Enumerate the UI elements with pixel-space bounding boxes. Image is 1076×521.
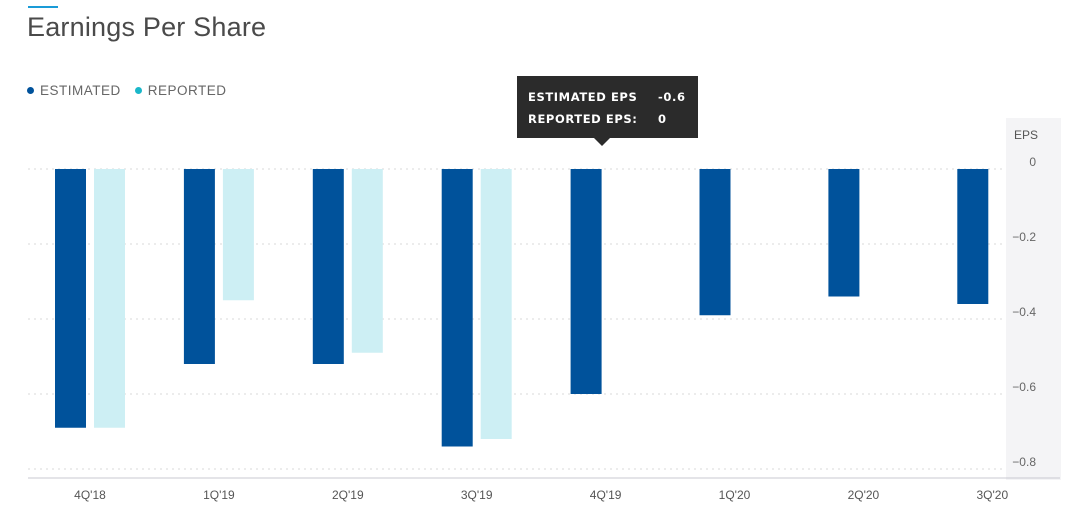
y-tick-label: −0.2 — [1012, 230, 1036, 244]
tooltip-estimated-value: -0.6 — [658, 90, 686, 104]
bar-estimated — [55, 169, 86, 428]
bar-estimated — [441, 169, 473, 447]
bar-reported — [94, 169, 125, 428]
legend: ESTIMATED REPORTED — [27, 83, 227, 98]
x-tick-label: 1Q'20 — [719, 488, 751, 502]
x-tick-label: 3Q'19 — [461, 488, 493, 502]
bar-estimated — [957, 169, 989, 304]
bar-reported — [351, 169, 383, 353]
bar-estimated — [570, 169, 602, 394]
tooltip-reported-label: REPORTED EPS: — [528, 112, 638, 126]
x-tick-label: 4Q'18 — [74, 488, 106, 502]
title-accent-line — [28, 6, 58, 8]
x-tick-label: 2Q'20 — [848, 488, 880, 502]
legend-dot-reported — [134, 87, 142, 94]
y-axis-label: EPS — [1014, 128, 1038, 142]
legend-item-reported[interactable]: REPORTED — [134, 83, 227, 98]
tooltip-arrow — [594, 138, 610, 146]
y-tick-label: 0 — [1029, 155, 1036, 169]
legend-label-reported: REPORTED — [147, 83, 227, 98]
y-tick-label: −0.8 — [1012, 455, 1036, 469]
legend-item-estimated[interactable]: ESTIMATED — [27, 83, 121, 98]
legend-dot-estimated — [27, 87, 34, 94]
legend-label-estimated: ESTIMATED — [40, 83, 121, 98]
bar-estimated — [828, 169, 860, 297]
bar-reported — [222, 169, 254, 301]
bar-reported — [480, 169, 512, 439]
x-tick-label: 4Q'19 — [590, 488, 622, 502]
tooltip: ESTIMATED EPS -0.6 REPORTED EPS: 0 — [517, 76, 698, 138]
y-axis-panel — [1006, 118, 1061, 480]
x-tick-label: 3Q'20 — [976, 488, 1008, 502]
bar-estimated — [183, 169, 215, 364]
bar-estimated — [312, 169, 344, 364]
y-tick-label: −0.4 — [1012, 305, 1036, 319]
y-tick-label: −0.6 — [1012, 380, 1036, 394]
x-tick-label: 1Q'19 — [203, 488, 235, 502]
chart-title: Earnings Per Share — [27, 12, 267, 42]
tooltip-estimated-label: ESTIMATED EPS — [528, 90, 638, 104]
tooltip-reported-value: 0 — [658, 112, 667, 126]
x-tick-label: 2Q'19 — [332, 488, 364, 502]
bar-estimated — [699, 169, 731, 316]
